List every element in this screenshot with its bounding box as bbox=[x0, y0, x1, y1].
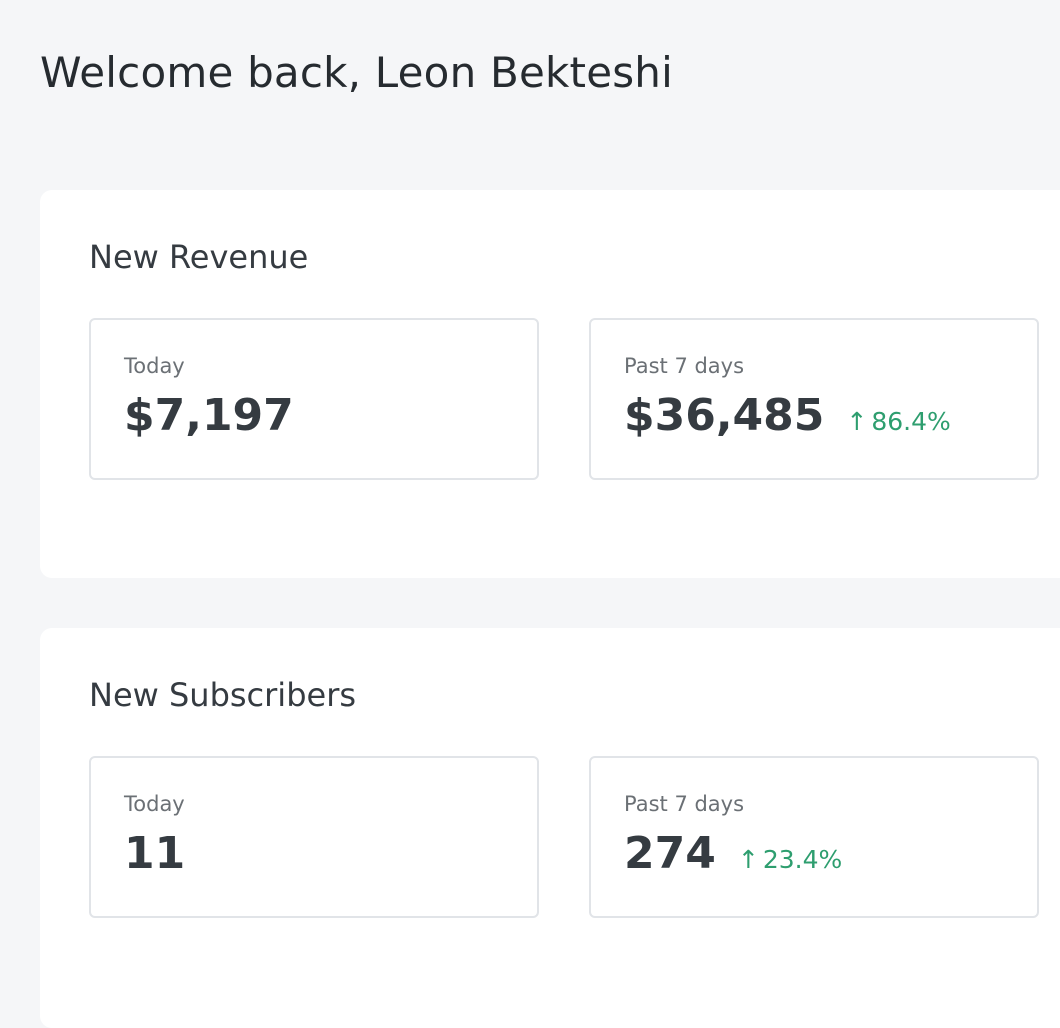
trend-value: 23.4% bbox=[762, 845, 843, 874]
revenue-today-card: Today $7,197 bbox=[89, 318, 539, 480]
stat-label: Past 7 days bbox=[624, 354, 745, 378]
stat-value: 274 bbox=[624, 828, 716, 879]
arrow-up-icon: ↑ bbox=[846, 407, 868, 436]
subscribers-week-card: Past 7 days 274 ↑ 23.4% bbox=[589, 756, 1039, 918]
stat-label: Today bbox=[124, 354, 185, 378]
stat-value: $36,485 bbox=[624, 390, 825, 441]
section-title: New Revenue bbox=[89, 238, 309, 276]
stat-label: Past 7 days bbox=[624, 792, 745, 816]
section-title: New Subscribers bbox=[89, 676, 357, 714]
revenue-week-card: Past 7 days $36,485 ↑ 86.4% bbox=[589, 318, 1039, 480]
arrow-up-icon: ↑ bbox=[737, 845, 759, 874]
stat-value: $7,197 bbox=[124, 390, 294, 441]
trend-badge: ↑ 86.4% bbox=[846, 407, 950, 436]
page-title: Welcome back, Leon Bekteshi bbox=[40, 48, 674, 97]
subscribers-today-card: Today 11 bbox=[89, 756, 539, 918]
trend-badge: ↑ 23.4% bbox=[738, 845, 842, 874]
trend-value: 86.4% bbox=[871, 407, 951, 436]
stat-value: 11 bbox=[124, 828, 186, 879]
stat-label: Today bbox=[124, 792, 185, 816]
new-revenue-panel: New Revenue Today $7,197 Past 7 days $36… bbox=[40, 190, 1060, 578]
new-subscribers-panel: New Subscribers Today 11 Past 7 days 274… bbox=[40, 628, 1060, 1028]
